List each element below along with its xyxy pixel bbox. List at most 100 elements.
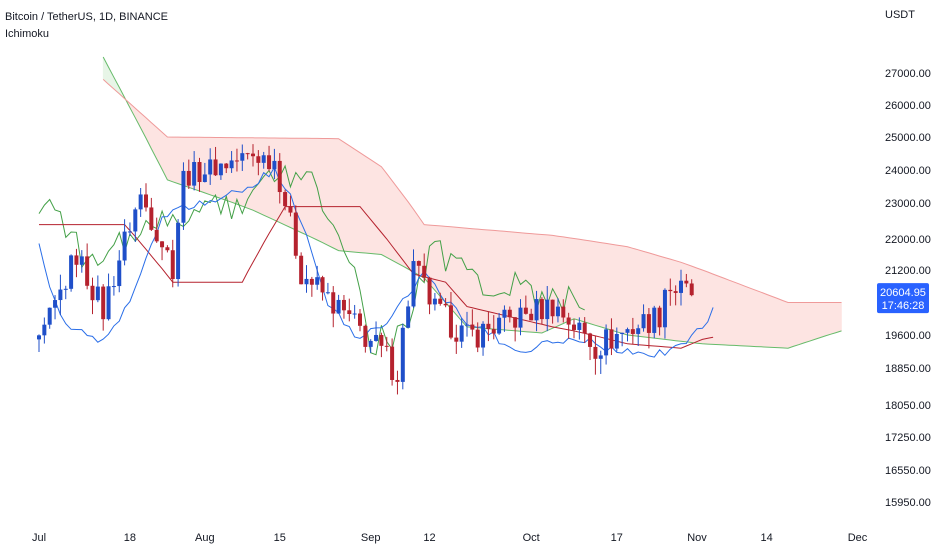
- cloud-segment: [482, 229, 487, 329]
- candle-body: [604, 329, 609, 356]
- price-tick-label: 23000.00: [885, 198, 931, 210]
- time-tick-label: 14: [760, 532, 772, 544]
- price-tick-label: 26000.00: [885, 100, 931, 112]
- cloud-segment: [702, 269, 706, 345]
- cloud-segment: [437, 225, 441, 298]
- cloud-segment: [282, 137, 286, 226]
- candle-body: [74, 255, 79, 265]
- cloud-segment: [474, 228, 479, 329]
- time-tick-label: Sep: [361, 532, 381, 544]
- price-tick-label: 25000.00: [885, 132, 931, 144]
- candle-body: [679, 280, 683, 293]
- candle-body: [325, 292, 330, 294]
- time-axis[interactable]: Jul 18 Aug 15 Sep 12 Oct 17 Nov 14 Dec: [32, 532, 868, 544]
- cloud-segment: [603, 242, 607, 329]
- candle-body: [443, 303, 448, 306]
- cloud-segment: [750, 287, 754, 347]
- cloud-segment: [793, 302, 797, 347]
- cloud-segment: [595, 241, 599, 327]
- cloud-segment: [327, 138, 331, 248]
- cloud-segment: [833, 302, 837, 334]
- candle-body: [620, 332, 625, 334]
- cloud-segment: [402, 193, 406, 269]
- candle-body: [518, 307, 523, 328]
- price-tick-label: 27000.00: [885, 68, 931, 80]
- time-tick-label: Dec: [848, 532, 868, 544]
- cloud-segment: [177, 136, 182, 185]
- cloud-segment: [455, 226, 460, 319]
- time-tick-label: 18: [124, 532, 136, 544]
- cloud-segment: [728, 279, 733, 346]
- candle-body: [470, 324, 475, 330]
- cloud-segment: [718, 275, 722, 346]
- cloud-segment: [798, 302, 802, 346]
- cloud-segment: [830, 302, 834, 335]
- cloud-segment: [597, 241, 602, 328]
- cloud-segment: [167, 136, 171, 182]
- candle-body: [459, 325, 464, 342]
- cloud-segment: [458, 227, 462, 322]
- time-tick-label: Oct: [523, 532, 540, 544]
- cloud-segment: [766, 293, 770, 348]
- cloud-segment: [169, 136, 174, 183]
- candle-body: [422, 265, 427, 278]
- cloud-segment: [589, 240, 594, 325]
- price-tick-label: 18850.00: [885, 363, 931, 375]
- cloud-segment: [779, 299, 783, 349]
- price-tick-label: 15950.00: [885, 497, 931, 509]
- candle-body: [170, 250, 175, 280]
- price-tick-label: 17250.00: [885, 432, 931, 444]
- cloud-segment: [378, 164, 382, 255]
- cloud-segment: [819, 302, 824, 339]
- candle-body: [331, 292, 336, 314]
- cloud-segment: [324, 138, 329, 246]
- cloud-segment: [365, 155, 369, 254]
- cloud-segment: [381, 165, 385, 257]
- cloud-segment: [736, 282, 741, 347]
- candle-body: [267, 155, 272, 170]
- cloud-segment: [338, 138, 342, 252]
- candle-body: [684, 280, 689, 284]
- candle-body: [406, 306, 411, 328]
- candle-body: [513, 317, 518, 328]
- cloud-segment: [600, 242, 604, 329]
- cloud-segment: [605, 243, 610, 330]
- candle-body: [390, 346, 395, 380]
- candle-body: [202, 174, 207, 183]
- cloud-segment: [619, 245, 623, 334]
- candle-body: [432, 298, 437, 305]
- cloud-segment: [827, 302, 832, 336]
- cloud-segment: [303, 138, 307, 236]
- candle-body: [411, 261, 416, 307]
- cloud-segment: [712, 273, 717, 345]
- candle-body: [384, 345, 389, 347]
- candle-body: [481, 323, 486, 348]
- candle-body: [154, 229, 159, 242]
- time-tick-label: Aug: [195, 532, 215, 544]
- candle-body: [523, 307, 528, 314]
- cloud-segment: [790, 302, 794, 348]
- price-axis[interactable]: USDT 27000.00 26000.00 25000.00 24000.00 230…: [885, 9, 931, 509]
- candle-body: [347, 310, 352, 315]
- candle-body: [550, 299, 555, 317]
- indicator-label[interactable]: Ichimoku: [5, 28, 49, 40]
- cloud-segment: [386, 172, 390, 260]
- price-tick-label: 22000.00: [885, 234, 931, 246]
- cloud-segment: [314, 138, 318, 241]
- candle-body: [395, 379, 400, 382]
- candle-body: [208, 159, 213, 175]
- price-tick-label: 21200.00: [885, 265, 931, 277]
- cloud-segment: [811, 302, 816, 341]
- candle-body: [53, 300, 58, 308]
- candle-body: [652, 307, 657, 333]
- candle-body: [138, 194, 143, 210]
- cloud-segment: [263, 137, 267, 217]
- cloud-segment: [370, 159, 374, 255]
- candle-body: [320, 277, 325, 293]
- cloud-segment: [806, 302, 810, 343]
- candle-body: [122, 231, 127, 261]
- cloud-segment: [255, 137, 259, 214]
- symbol-title[interactable]: Bitcoin / TetherUS, 1D, BINANCE: [5, 11, 168, 23]
- candle-body: [181, 170, 186, 223]
